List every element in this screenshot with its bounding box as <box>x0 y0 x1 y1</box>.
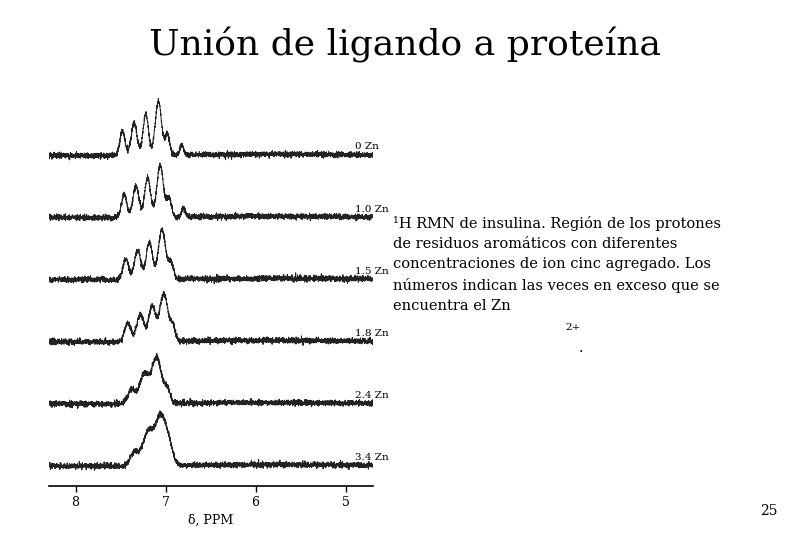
Text: 0 Zn: 0 Zn <box>355 143 378 152</box>
Text: 1.8 Zn: 1.8 Zn <box>355 329 388 338</box>
Text: 3.4 Zn: 3.4 Zn <box>355 453 388 462</box>
Text: ¹H RMN de insulina. Región de los protones
de residuos aromáticos con diferentes: ¹H RMN de insulina. Región de los proton… <box>393 216 721 313</box>
Text: 1.0 Zn: 1.0 Zn <box>355 205 388 213</box>
Text: .: . <box>578 341 583 355</box>
Text: 2.4 Zn: 2.4 Zn <box>355 391 388 400</box>
Text: 1.5 Zn: 1.5 Zn <box>355 267 388 275</box>
X-axis label: δ, PPM: δ, PPM <box>188 514 233 526</box>
Text: Unión de ligando a proteína: Unión de ligando a proteína <box>149 27 661 63</box>
Text: 2+: 2+ <box>565 322 581 332</box>
Text: 25: 25 <box>760 504 778 518</box>
